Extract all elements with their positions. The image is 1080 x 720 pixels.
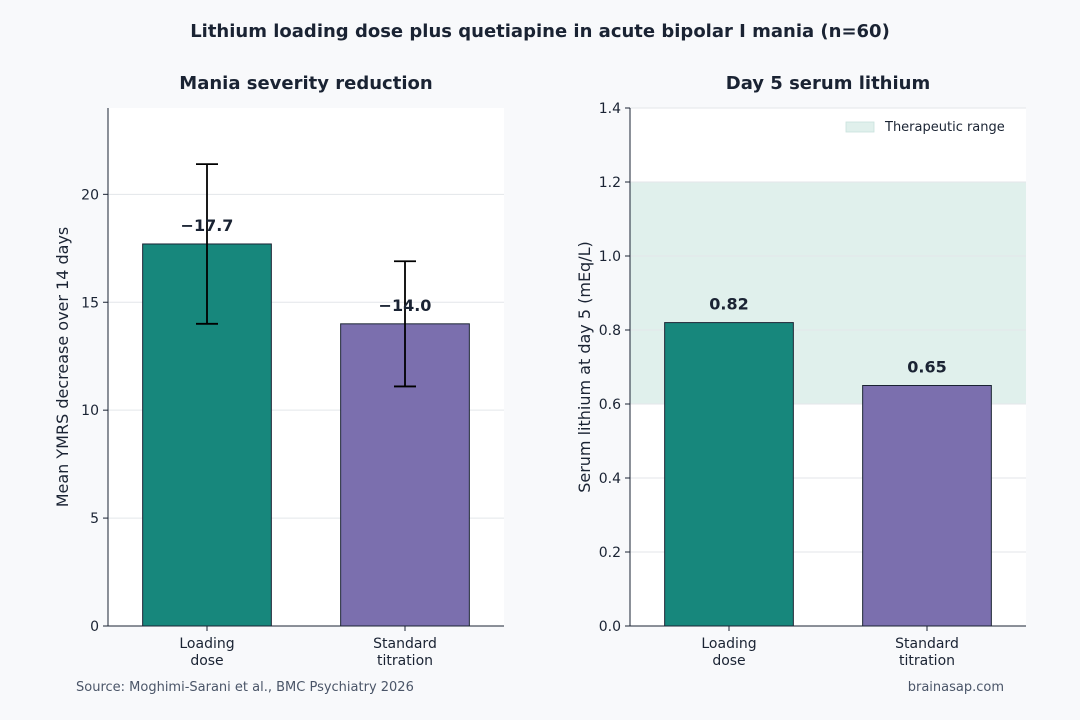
y-tick-label: 0.4 <box>599 471 621 487</box>
x-tick-label: Loading dose <box>179 636 234 669</box>
legend-label: Therapeutic range <box>884 120 1005 135</box>
chart-panel-1: −17.7 −14.0 0 5 10 15 20 Loading dose Standard tit… <box>53 73 504 669</box>
y-axis-label: Serum lithium at day 5 (mEq/L) <box>575 241 594 493</box>
y-tick-label: 1.0 <box>599 249 621 265</box>
x-tick-label: Standard titration <box>373 636 437 669</box>
legend-swatch <box>845 121 875 133</box>
chart-panel-2: 0.82 0.65 0.0 0.2 0.4 0.6 0.8 1.0 1.2 1.4 Loading d… <box>575 73 1026 669</box>
y-tick-label: 1.4 <box>599 101 621 117</box>
source-note: Source: Moghimi-Sarani et al., BMC Psych… <box>76 680 414 695</box>
y-tick-label: 0 <box>90 619 99 635</box>
y-tick-label: 0.2 <box>599 545 621 561</box>
panel-title: Mania severity reduction <box>179 73 432 94</box>
y-tick-label: 0.6 <box>599 397 621 413</box>
credit-note: brainasap.com <box>908 680 1004 695</box>
data-label: 0.82 <box>709 295 748 314</box>
y-tick-label: 20 <box>81 187 99 203</box>
figure-title: Lithium loading dose plus quetiapine in … <box>190 21 890 42</box>
panel-title: Day 5 serum lithium <box>726 73 930 94</box>
y-tick-label: 1.2 <box>599 175 621 191</box>
x-tick-label: Standard titration <box>895 636 959 669</box>
y-axis-label: Mean YMRS decrease over 14 days <box>53 227 72 508</box>
bar-1 <box>664 322 794 627</box>
data-label: 0.65 <box>907 358 946 377</box>
y-tick-label: 0.8 <box>599 323 621 339</box>
y-tick-label: 15 <box>81 295 99 311</box>
y-tick-label: 10 <box>81 403 99 419</box>
data-label: −14.0 <box>379 296 432 315</box>
y-tick-label: 0.0 <box>599 619 621 635</box>
bar-2 <box>862 385 992 627</box>
data-label: −17.7 <box>181 216 234 235</box>
y-tick-label: 5 <box>90 511 99 527</box>
x-tick-label: Loading dose <box>701 636 756 669</box>
